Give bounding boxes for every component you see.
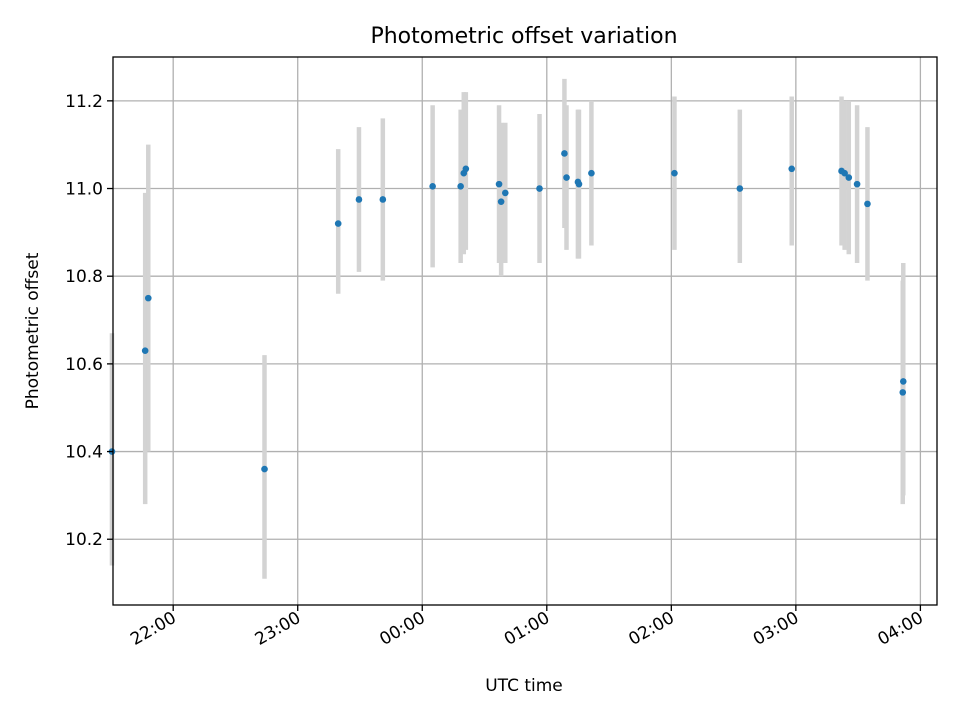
- data-point: [845, 174, 853, 181]
- grid-lines: [113, 57, 937, 605]
- error-bars: [109, 78, 906, 579]
- data-point: [501, 189, 509, 197]
- chart-title: Photometric offset variation: [370, 24, 677, 49]
- y-tick-label: 10.6: [65, 355, 103, 375]
- data-point: [841, 169, 848, 177]
- data-point: [561, 150, 568, 157]
- x-tick-label: 01:00: [501, 608, 553, 650]
- data-point: [736, 185, 744, 192]
- data-point: [261, 465, 268, 473]
- data-point: [497, 198, 505, 205]
- x-axis-ticks: 22:00 23:00 00:00 01:00 02:00 03:00 04:00: [127, 605, 927, 650]
- data-point: [334, 220, 342, 227]
- data-point: [864, 200, 871, 208]
- data-points: [108, 150, 907, 473]
- y-tick-label: 10.4: [65, 443, 103, 463]
- data-point: [462, 165, 470, 173]
- y-tick-label: 10.8: [65, 267, 103, 287]
- y-tick-label: 11.0: [65, 180, 103, 200]
- data-point: [899, 389, 907, 396]
- data-point: [788, 165, 796, 173]
- data-point: [355, 196, 363, 203]
- data-point: [429, 183, 436, 190]
- x-tick-label: 23:00: [252, 608, 304, 650]
- x-tick-label: 00:00: [376, 608, 428, 650]
- data-point: [144, 294, 152, 302]
- data-point: [899, 378, 907, 385]
- data-point: [575, 180, 583, 188]
- x-axis-label: UTC time: [485, 676, 563, 696]
- y-axis-ticks: 10.2 10.4 10.6 10.8 11.0 11.2: [65, 92, 113, 550]
- x-tick-label: 22:00: [127, 608, 179, 650]
- x-tick-label: 02:00: [625, 608, 677, 650]
- data-point: [671, 169, 678, 177]
- y-tick-label: 11.2: [65, 92, 103, 112]
- data-point: [379, 196, 387, 203]
- data-point: [495, 180, 503, 188]
- plot-frame: [112, 56, 938, 606]
- data-point: [457, 183, 464, 190]
- y-tick-label: 10.2: [65, 530, 103, 550]
- x-tick-label: 04:00: [874, 608, 926, 650]
- data-point: [563, 174, 570, 181]
- data-point: [588, 169, 595, 177]
- x-tick-label: 03:00: [750, 608, 802, 650]
- y-axis-label: Photometric offset: [23, 252, 43, 409]
- data-point: [853, 180, 861, 188]
- data-point: [141, 347, 149, 355]
- data-point: [536, 185, 543, 192]
